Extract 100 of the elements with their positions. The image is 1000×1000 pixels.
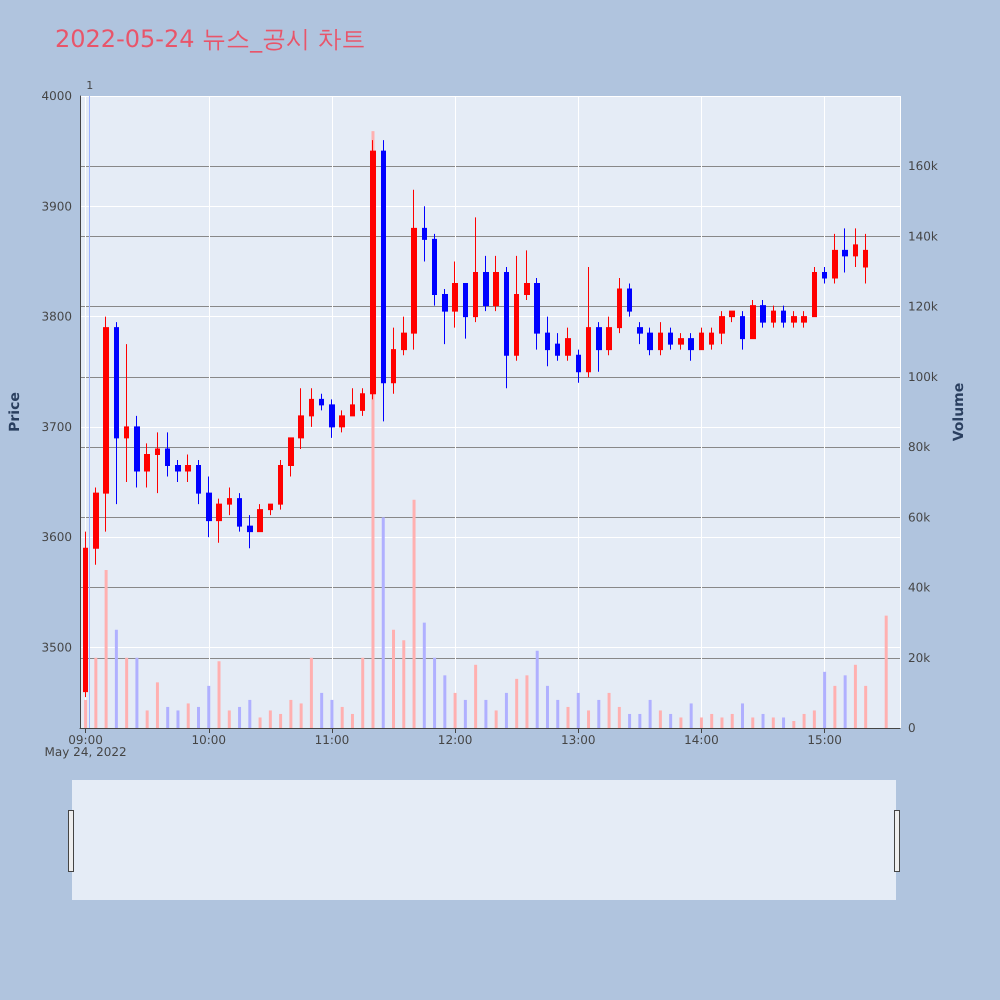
candlestick [699, 327, 704, 350]
bar [289, 700, 292, 728]
bar [114, 630, 118, 728]
candlestick [257, 504, 263, 532]
candlestick [452, 260, 458, 328]
y2-tick-label: 100k [908, 370, 938, 384]
candlestick [812, 266, 817, 318]
bar [864, 686, 868, 728]
bar [823, 672, 826, 728]
candlestick [668, 327, 673, 350]
y2-tick-label: 140k [908, 229, 938, 244]
candlestick [781, 305, 786, 328]
bar [330, 700, 334, 728]
bar [679, 717, 682, 728]
bar [135, 658, 138, 728]
x-tick-label: 11:00 [314, 733, 350, 747]
candlestick [576, 349, 581, 384]
bar [782, 717, 786, 728]
candlestick [596, 322, 602, 372]
bar [546, 686, 549, 728]
bar [176, 710, 180, 728]
bar [762, 714, 765, 728]
candlestick [432, 233, 437, 306]
bar [844, 675, 847, 728]
y2-axis-title: Volume [951, 382, 967, 442]
bar [454, 692, 457, 728]
candlestick [329, 398, 335, 438]
candlestick [627, 283, 632, 318]
bar [238, 706, 242, 728]
ref-line-label: 1 [86, 79, 94, 92]
candlestick [134, 415, 140, 488]
bar [422, 622, 426, 728]
bar [628, 714, 632, 728]
candlestick [771, 305, 776, 328]
candlestick [504, 266, 509, 389]
candlestick [853, 228, 858, 268]
candlestick [247, 514, 253, 549]
candlestick [114, 322, 119, 505]
candlestick [565, 327, 571, 362]
candlestick [637, 322, 643, 345]
bar [443, 675, 446, 728]
candlestick [822, 266, 827, 284]
bar [207, 686, 210, 728]
bar [751, 717, 754, 728]
x-tick-label: 09:00 May 24, 2022 [44, 733, 127, 759]
candlestick [319, 393, 324, 411]
bar [566, 706, 570, 728]
bar [484, 700, 488, 728]
bar [802, 714, 806, 728]
bar [125, 658, 128, 728]
bar [792, 720, 796, 728]
bar [658, 710, 662, 728]
bar [720, 717, 724, 728]
candlestick [237, 492, 242, 532]
candlestick [658, 322, 663, 356]
candlestick [729, 310, 735, 323]
x-tick-label: 12:00 [438, 733, 472, 747]
candlestick [534, 277, 540, 350]
candlestick [83, 531, 88, 698]
bar [156, 682, 159, 728]
candlestick [545, 316, 550, 367]
bar [228, 710, 231, 728]
bar [597, 700, 600, 728]
bar [587, 710, 590, 728]
candlestick [309, 388, 314, 428]
bar [854, 664, 857, 728]
y2-tick-label: 40k [908, 580, 930, 595]
candlestick [411, 189, 417, 350]
candlestick [586, 266, 591, 378]
candlestick [185, 454, 191, 483]
y2-tick-label: 0 [908, 721, 916, 735]
bar [515, 678, 518, 728]
candlestick [144, 442, 150, 488]
candlestick [93, 487, 99, 566]
candlestick [155, 432, 160, 494]
bar [340, 706, 344, 728]
candlestick [524, 250, 530, 301]
bar [700, 717, 703, 728]
candlestick [688, 332, 694, 362]
candlestick [647, 327, 653, 356]
y-tick-label: 3500 [41, 640, 72, 654]
candlestick [339, 410, 345, 433]
candlestick [175, 459, 181, 483]
bar [320, 692, 324, 728]
bar [196, 706, 200, 728]
y2-tick-label: 160k [908, 159, 938, 174]
y-tick-label: 3900 [41, 199, 72, 214]
bar [268, 710, 272, 728]
bar [433, 658, 436, 728]
candlestick [760, 300, 766, 328]
candlestick [206, 476, 212, 538]
candlestick [103, 316, 109, 532]
x-tick-label: 10:00 [191, 733, 226, 747]
candlestick [750, 300, 756, 340]
candlestick [493, 255, 499, 312]
bar [464, 700, 467, 728]
bar [504, 692, 508, 728]
candlestick [298, 388, 304, 450]
candlestick [863, 233, 868, 284]
bar [618, 706, 621, 728]
